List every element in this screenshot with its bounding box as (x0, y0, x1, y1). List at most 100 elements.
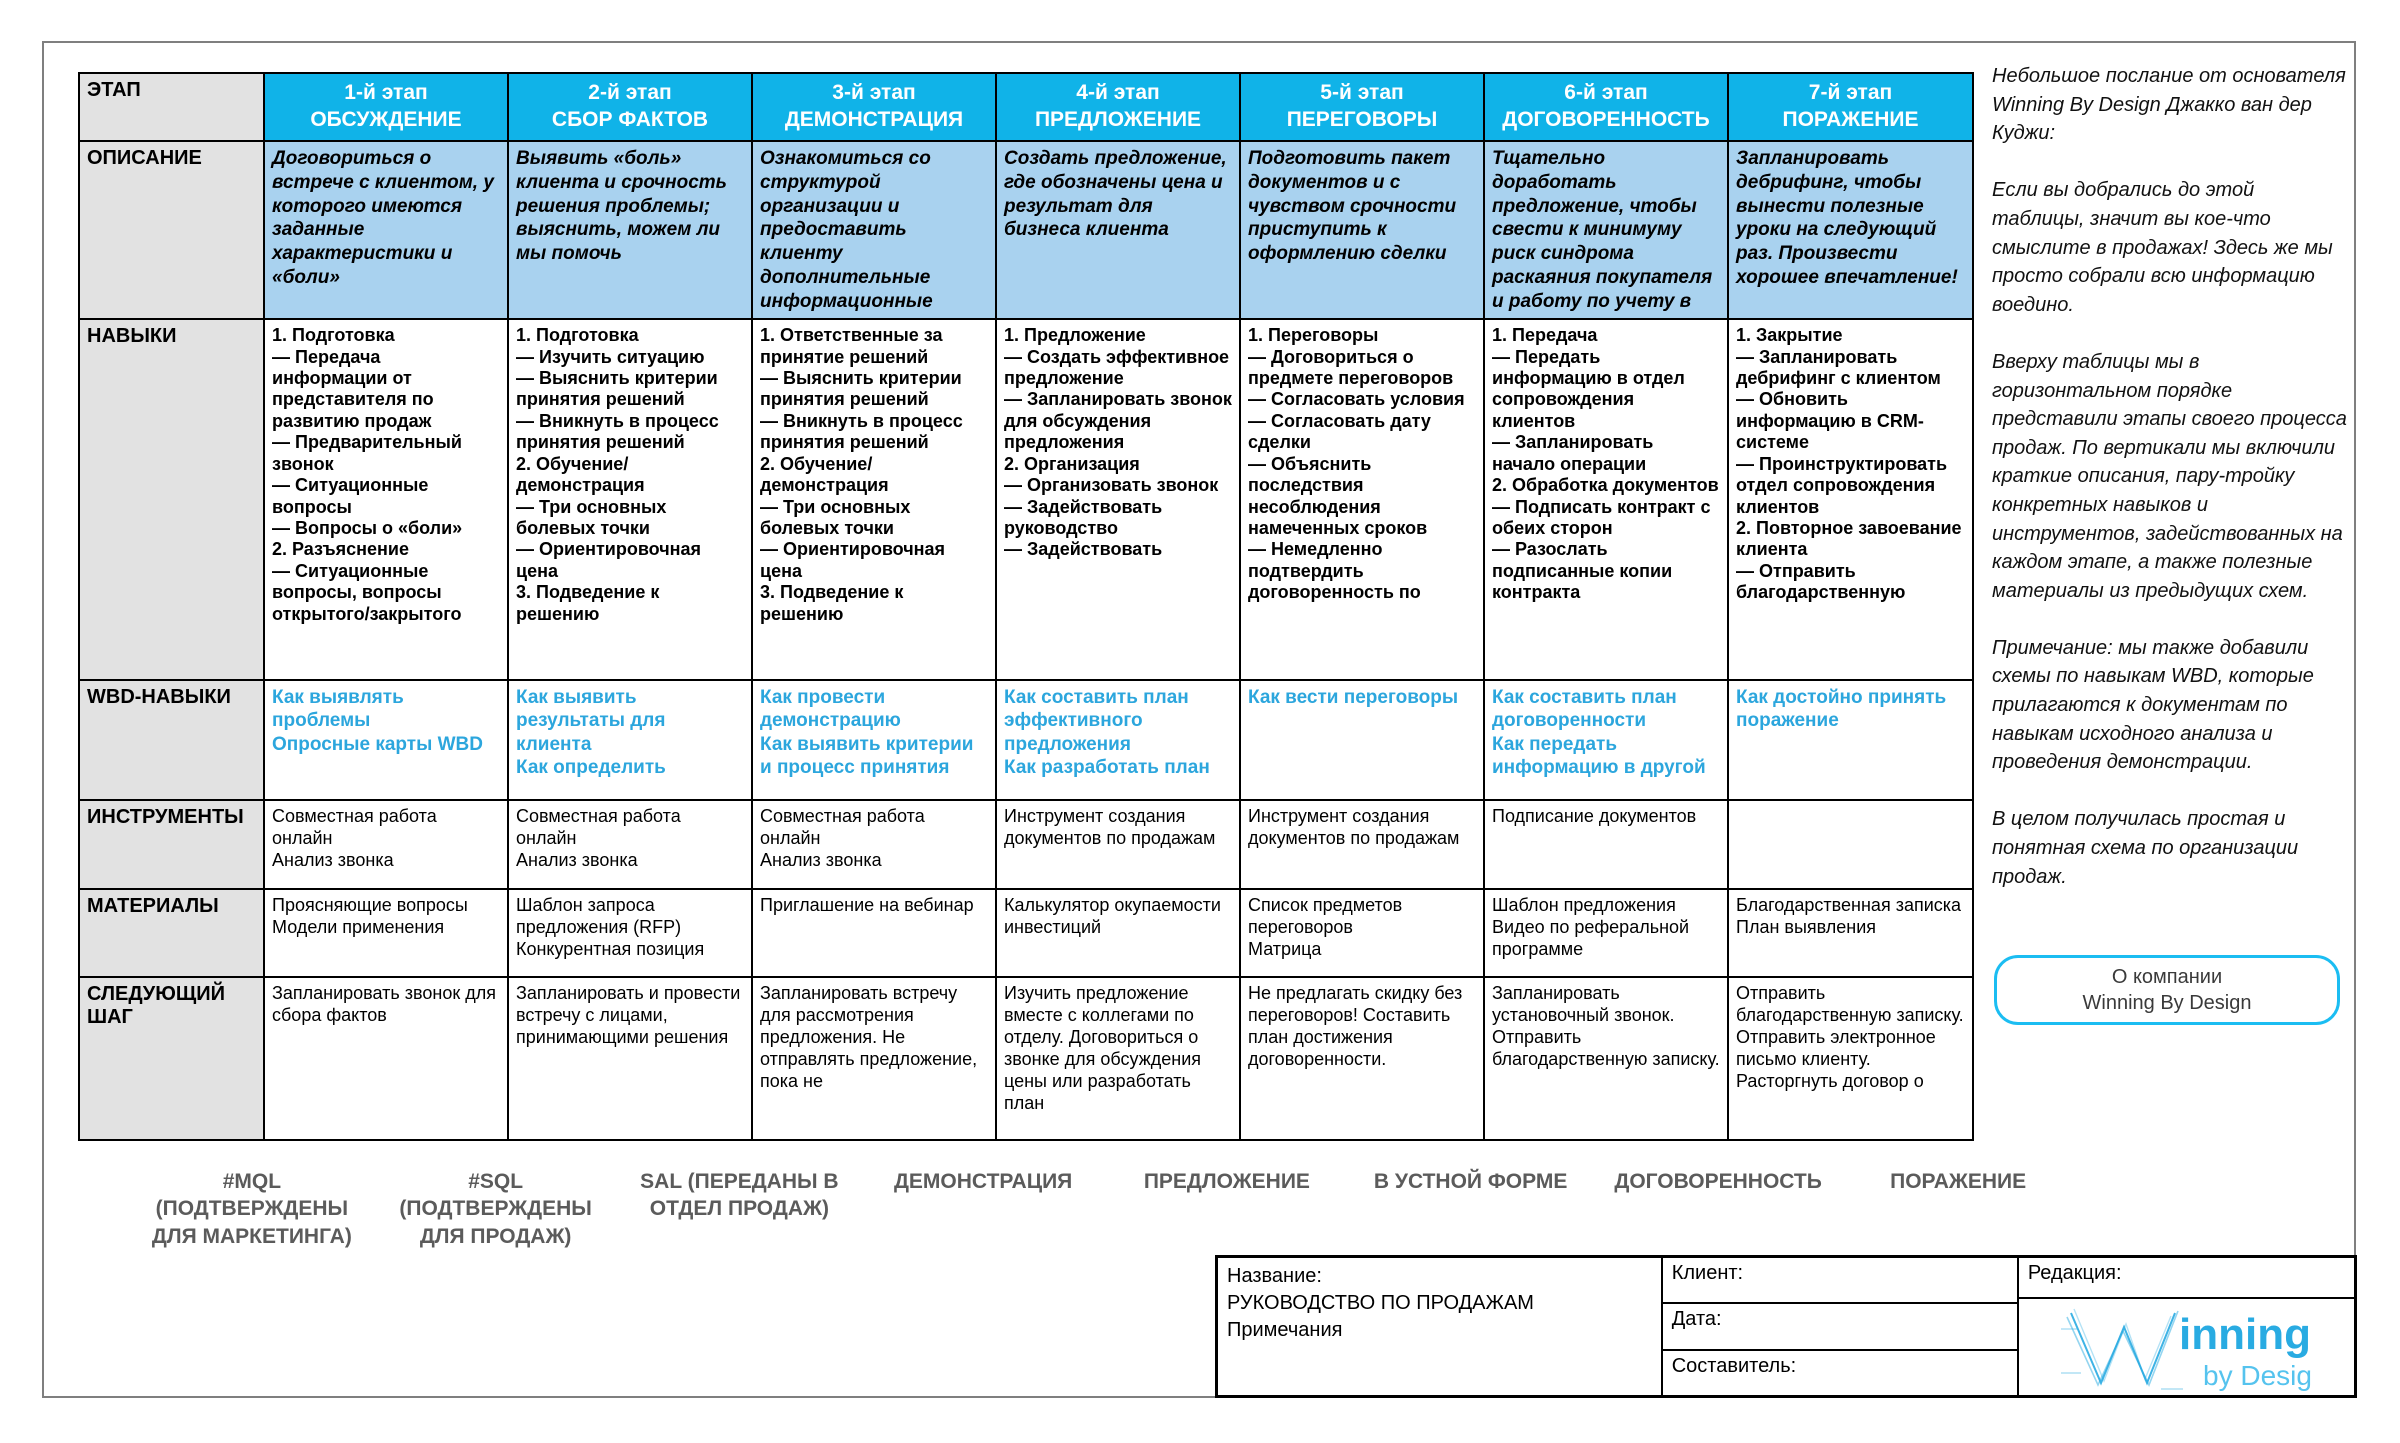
materials-cell: Список предметов переговоров Матрица (1239, 888, 1485, 979)
materials-cell: Приглашение на вебинар (751, 888, 997, 979)
stage-header-5: 5-й этап ПЕРЕГОВОРЫ (1239, 72, 1485, 142)
skills-cell: 1. Подготовка — Передача информации от п… (263, 318, 509, 682)
stage-number: 2-й этап (588, 81, 672, 104)
next-step-cell: Запланировать и провести встречу с лицам… (507, 976, 753, 1142)
stage-number: 3-й этап (832, 81, 916, 104)
funnel-label-sal: SAL (ПЕРЕДАНЫ В ОТДЕЛ ПРОДАЖ) (640, 1170, 839, 1221)
stage-name: ПРЕДЛОЖЕНИЕ (1034, 108, 1202, 132)
skills-cell: 1. Передача — Передать информацию в отде… (1483, 318, 1729, 682)
funnel-label-agreement: ДОГОВОРЕННОСТЬ (1614, 1170, 1822, 1193)
skills-cell: 1. Переговоры — Договориться о предмете … (1239, 318, 1485, 682)
row-label-tools: ИНСТРУМЕНТЫ (78, 799, 265, 891)
client-field: Клиент: (1671, 1262, 1744, 1284)
stage-number: 6-й этап (1564, 81, 1648, 104)
stage-number: 7-й этап (1808, 81, 1893, 104)
stage-number: 5-й этап (1320, 81, 1404, 104)
wbd-skills-links[interactable]: Как достойно принять поражение (1727, 679, 1974, 802)
founder-message: Небольшое послание от основателя Winning… (1992, 62, 2348, 891)
wbd-skills-links[interactable]: Как провести демонстрацию Как выявить кр… (751, 679, 997, 802)
tools-cell: Совместная работа онлайн Анализ звонка (507, 799, 753, 891)
about-company-button[interactable]: О компании Winning By Design (1994, 955, 2340, 1025)
next-step-cell: Не предлагать скидку без переговоров! Со… (1239, 976, 1485, 1142)
wbd-skills-links[interactable]: Как выявить результаты для клиента Как о… (507, 679, 753, 802)
svg-text:inning: inning (2179, 1310, 2311, 1359)
title-value: РУКОВОДСТВО ПО ПРОДАЖАМ (1227, 1292, 1534, 1314)
row-label-stage: ЭТАП (78, 72, 265, 142)
tools-cell: Инструмент создания документов по продаж… (995, 799, 1241, 891)
wbd-skills-links[interactable]: Как составить план эффективного предложе… (995, 679, 1241, 802)
page-border (42, 41, 2356, 1398)
skills-cell: 1. Ответственные за принятие решений — В… (751, 318, 997, 682)
description-cell: Подготовить пакет документов и с чувство… (1239, 139, 1485, 321)
row-label-materials: МАТЕРИАЛЫ (78, 888, 265, 979)
tools-cell: Инструмент создания документов по продаж… (1239, 799, 1485, 891)
wbd-skills-links[interactable]: Как составить план договоренности Как пе… (1483, 679, 1729, 802)
stage-header-6: 6-й этап ДОГОВОРЕННОСТЬ (1483, 72, 1729, 142)
author-field: Составитель: (1662, 1348, 2017, 1395)
materials-cell: Проясняющие вопросы Модели применения (263, 888, 509, 979)
notes-label: Примечания (1227, 1319, 1343, 1341)
next-step-row: СЛЕДУЮЩИЙ ШАГ Запланировать звонок для с… (78, 976, 1974, 1142)
stage-header-2: 2-й этап СБОР ФАКТОВ (507, 72, 753, 142)
stage-header-4: 4-й этап ПРЕДЛОЖЕНИЕ (995, 72, 1241, 142)
funnel-label-demo: ДЕМОНСТРАЦИЯ (893, 1170, 1073, 1193)
svg-text:by Design: by Design (2203, 1360, 2311, 1391)
sales-process-table: ЭТАП 1-й этап ОБСУЖДЕНИЕ 2-й этап СБОР Ф… (78, 72, 1974, 1142)
funnel-label-verbal: В УСТНОЙ ФОРМЕ (1373, 1170, 1568, 1193)
funnel-label-mql: #MQL (ПОДТВЕРЖДЕНЫ ДЛЯ МАРКЕТИНГА) (151, 1170, 352, 1248)
tools-cell (1727, 799, 1974, 891)
skills-row: НАВЫКИ 1. Подготовка — Передача информац… (78, 318, 1974, 682)
materials-cell: Благодарственная записка План выявления (1727, 888, 1974, 979)
funnel-label-loss: ПОРАЖЕНИЕ (1890, 1170, 2027, 1193)
skills-cell: 1. Подготовка — Изучить ситуацию — Выясн… (507, 318, 753, 682)
form-right-column: Редакция: inning by Design (2016, 1258, 2354, 1395)
winning-by-design-logo: inning by Design (2018, 1297, 2354, 1395)
funnel-label-sql: #SQL (ПОДТВЕРЖДЕНЫ ДЛЯ ПРОДАЖ) (399, 1170, 592, 1248)
title-cell: Название: РУКОВОДСТВО ПО ПРОДАЖАМ Примеч… (1218, 1258, 1661, 1395)
funnel-stage-labels: #MQL (ПОДТВЕРЖДЕНЫ ДЛЯ МАРКЕТИНГА) #SQL … (130, 1168, 2080, 1250)
stage-number: 1-й этап (344, 81, 428, 104)
description-cell: Договориться о встрече с клиентом, у кот… (263, 139, 509, 321)
next-step-cell: Изучить предложение вместе с коллегами п… (995, 976, 1241, 1142)
tools-cell: Совместная работа онлайн Анализ звонка (751, 799, 997, 891)
stage-name: ПЕРЕГОВОРЫ (1286, 108, 1438, 132)
description-cell: Тщательно доработать предложение, чтобы … (1483, 139, 1729, 321)
row-label-wbd-skills: WBD-НАВЫКИ (78, 679, 265, 802)
skills-cell: 1. Предложение — Создать эффективное пре… (995, 318, 1241, 682)
stage-header-7: 7-й этап ПОРАЖЕНИЕ (1727, 72, 1974, 142)
founder-message-text: Небольшое послание от основателя Winning… (1992, 65, 2347, 888)
document-info-form: Название: РУКОВОДСТВО ПО ПРОДАЖАМ Примеч… (1215, 1255, 2357, 1398)
wbd-skills-links[interactable]: Как вести переговоры (1239, 679, 1485, 802)
description-cell: Ознакомиться со структурой организации и… (751, 139, 997, 321)
date-field: Дата: (1662, 1302, 2017, 1348)
stage-header-3: 3-й этап ДЕМОНСТРАЦИЯ (751, 72, 997, 142)
tools-cell: Совместная работа онлайн Анализ звонка (263, 799, 509, 891)
materials-cell: Шаблон запроса предложения (RFP) Конкуре… (507, 888, 753, 979)
title-label: Название: (1227, 1265, 1322, 1287)
stage-name: ДЕМОНСТРАЦИЯ (784, 108, 964, 132)
stage-name: ОБСУЖДЕНИЕ (310, 108, 462, 132)
row-label-description: ОПИСАНИЕ (78, 139, 265, 321)
stage-number: 4-й этап (1076, 81, 1160, 104)
stage-header-1: 1-й этап ОБСУЖДЕНИЕ (263, 72, 509, 142)
description-cell: Выявить «боль» клиента и срочность решен… (507, 139, 753, 321)
description-row: ОПИСАНИЕ Договориться о встрече с клиент… (78, 139, 1974, 321)
materials-cell: Шаблон предложения Видео по реферальной … (1483, 888, 1729, 979)
next-step-cell: Отправить благодарственную записку. Отпр… (1727, 976, 1974, 1142)
funnel-label-proposal: ПРЕДЛОЖЕНИЕ (1143, 1170, 1310, 1193)
skills-cell: 1. Закрытие — Запланировать дебрифинг с … (1727, 318, 1974, 682)
wbd-skills-links[interactable]: Как выявлять проблемы Опросные карты WBD (263, 679, 509, 802)
description-cell: Создать предложение, где обозначены цена… (995, 139, 1241, 321)
edition-field: Редакция: (2027, 1262, 2122, 1284)
tools-cell: Подписание документов (1483, 799, 1729, 891)
materials-cell: Калькулятор окупаемости инвестиций (995, 888, 1241, 979)
row-label-next-step: СЛЕДУЮЩИЙ ШАГ (78, 976, 265, 1142)
stage-name: СБОР ФАКТОВ (551, 108, 709, 132)
next-step-cell: Запланировать установочный звонок. Отпра… (1483, 976, 1729, 1142)
materials-row: МАТЕРИАЛЫ Проясняющие вопросы Модели при… (78, 888, 1974, 979)
description-cell: Запланировать дебрифинг, чтобы вынести п… (1727, 139, 1974, 321)
stage-name: ДОГОВОРЕННОСТЬ (1502, 108, 1710, 132)
stage-header-row: ЭТАП 1-й этап ОБСУЖДЕНИЕ 2-й этап СБОР Ф… (78, 72, 1974, 142)
stage-name: ПОРАЖЕНИЕ (1782, 108, 1919, 132)
